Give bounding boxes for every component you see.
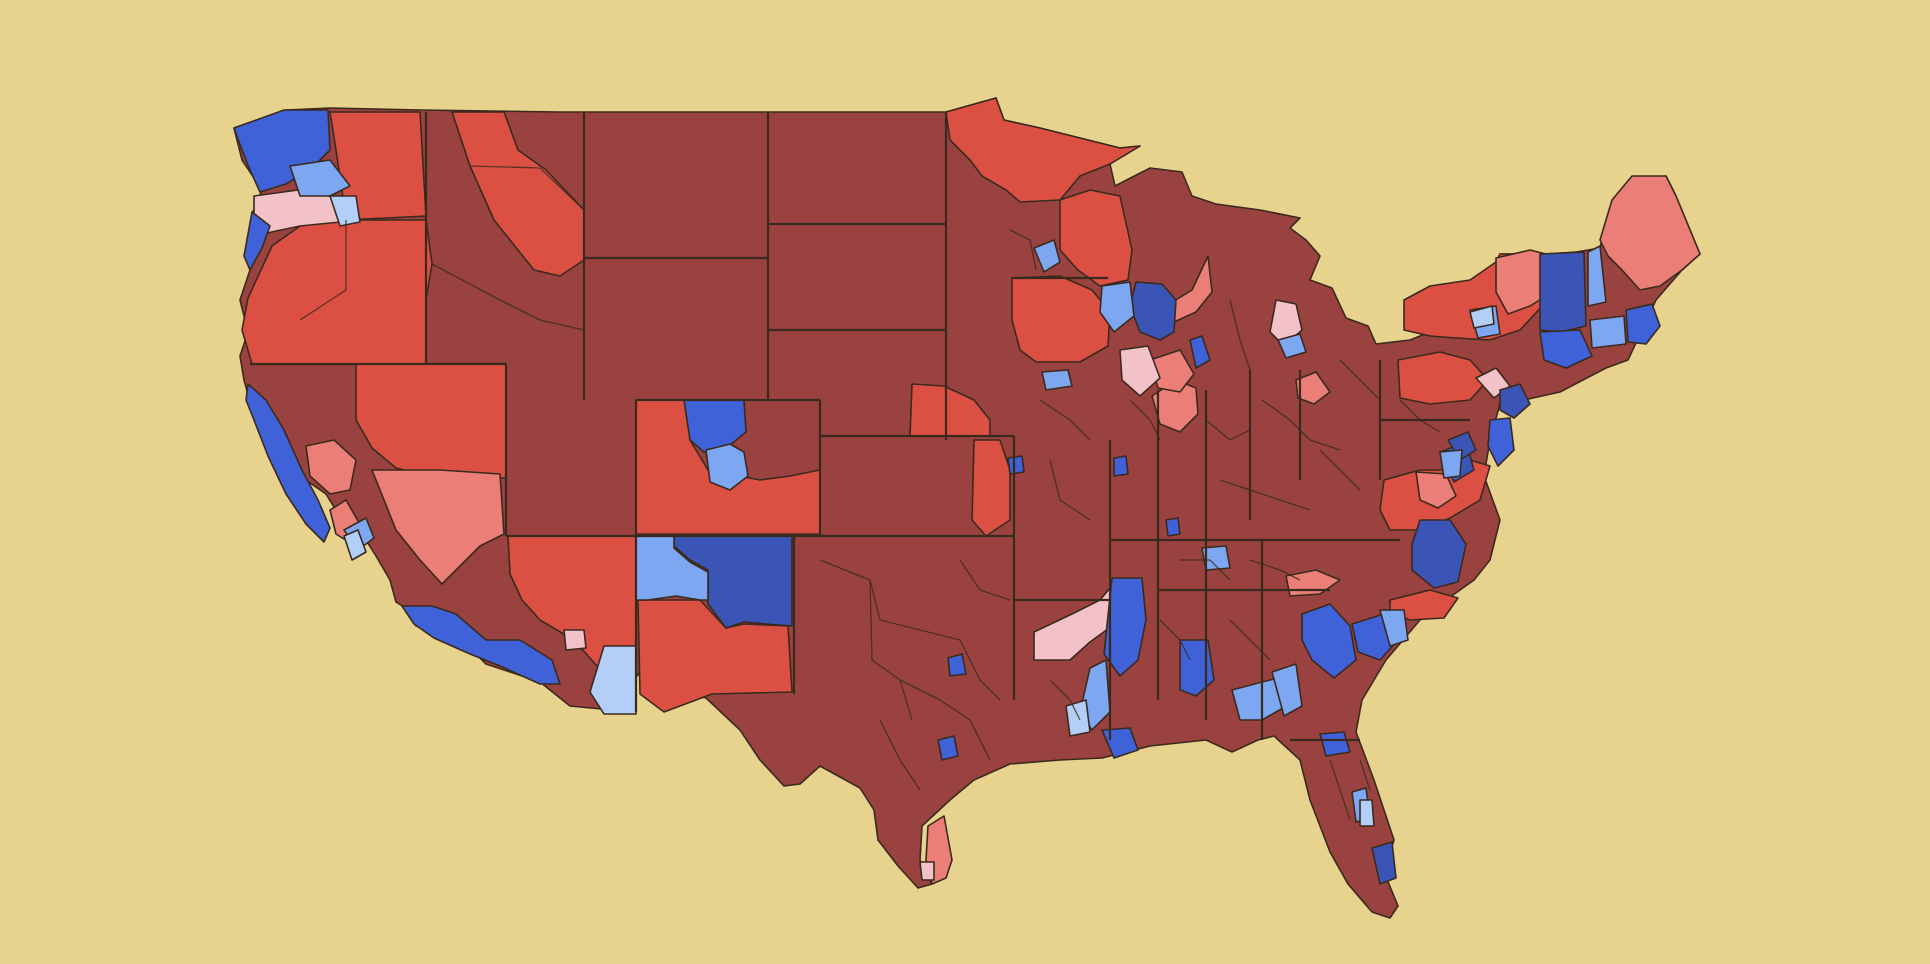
district-line — [431, 263, 585, 331]
district-line — [1009, 229, 1037, 271]
district-line — [1249, 559, 1301, 581]
district-line — [1399, 399, 1441, 433]
district-pa-philly — [1439, 449, 1463, 479]
district-va-piedmont — [1415, 471, 1457, 509]
district-ny-tilt — [1469, 305, 1495, 329]
district-ca-south — [401, 605, 561, 685]
district-ca-central — [305, 439, 357, 495]
district-line — [1039, 399, 1091, 441]
district-az-tucson — [589, 645, 637, 715]
district-ca-inland — [343, 529, 367, 561]
district-ia-east — [1119, 345, 1161, 397]
district-line — [1205, 419, 1251, 441]
district-tn-memphis — [1165, 517, 1181, 537]
district-lines — [299, 165, 1441, 821]
district-il-central — [1149, 349, 1195, 393]
district-ma-west — [1589, 315, 1627, 349]
district-oregon-coast — [243, 211, 271, 271]
district-line — [1049, 679, 1081, 721]
district-fl-tilt — [1359, 799, 1375, 827]
district-line — [899, 679, 991, 761]
district-nevada-central — [371, 469, 505, 585]
district-new-mexico-s — [637, 599, 793, 713]
district-line — [1219, 479, 1311, 511]
district-mo-kc — [1007, 455, 1025, 475]
district-mn-minneapolis — [1033, 239, 1061, 273]
district-line — [1329, 759, 1351, 821]
district-line — [819, 559, 921, 631]
district-line — [1229, 299, 1251, 371]
district-ny-nyc — [1499, 383, 1531, 419]
district-line — [1049, 459, 1091, 521]
district-wa-sound — [289, 159, 351, 197]
district-wi-milwaukee — [1099, 281, 1135, 333]
district-vt — [1539, 251, 1587, 333]
district-texas-south — [919, 861, 935, 881]
district-idaho-north — [451, 111, 585, 277]
state-borders — [250, 112, 1470, 742]
district-fl-south — [1371, 841, 1397, 885]
district-missouri-w — [971, 439, 1011, 537]
district-ma-coast — [1625, 303, 1661, 345]
district-wa-east-tilt — [329, 195, 361, 227]
district-line — [1359, 759, 1371, 791]
district-ga-middle — [1271, 663, 1303, 717]
district-tn-nash — [1201, 545, 1231, 571]
district-line — [959, 559, 1011, 601]
district-line — [469, 165, 585, 211]
district-line — [869, 579, 913, 721]
district-nc-triangle — [1411, 519, 1467, 589]
district-ny-north — [1495, 249, 1547, 315]
district-minnesota — [945, 97, 1141, 203]
district-tx-dallas — [947, 653, 967, 677]
district-nj — [1487, 417, 1515, 467]
district-new-mexico-north — [673, 535, 793, 629]
district-line — [1180, 559, 1231, 581]
district-tx-houston — [937, 735, 959, 761]
district-sc-mid — [1379, 609, 1409, 647]
district-wisconsin-w — [1059, 189, 1133, 287]
district-line — [919, 629, 1001, 701]
district-mississippi-delta — [1103, 577, 1147, 677]
district-nh — [1587, 245, 1607, 307]
district-line — [1229, 619, 1271, 661]
district-wa-east — [329, 111, 427, 221]
district-ca-north-coast — [245, 383, 331, 543]
district-il-chicago — [1189, 335, 1211, 369]
district-iowa — [1011, 275, 1111, 363]
district-line — [1129, 399, 1161, 441]
district-ohio-ne — [1295, 371, 1331, 405]
district-line — [879, 719, 921, 791]
district-pa-central — [1397, 351, 1489, 405]
district-nm-south — [563, 629, 587, 651]
district-georgia-atlanta — [1301, 603, 1357, 679]
district-line — [1339, 359, 1381, 401]
district-line — [299, 220, 347, 321]
district-line — [1159, 619, 1191, 661]
district-colorado-south-denver — [705, 443, 749, 491]
district-maine — [1599, 175, 1701, 291]
district-ct — [1539, 329, 1593, 369]
district-mo-north — [1041, 369, 1073, 391]
district-mi-detroit — [1277, 333, 1307, 359]
district-ga-savannah — [1319, 731, 1351, 757]
district-line — [1319, 449, 1361, 491]
district-az-south-east — [635, 535, 709, 601]
district-line — [1261, 399, 1341, 451]
district-ms-tilt — [1065, 699, 1091, 737]
district-mo-stl — [1113, 455, 1129, 477]
